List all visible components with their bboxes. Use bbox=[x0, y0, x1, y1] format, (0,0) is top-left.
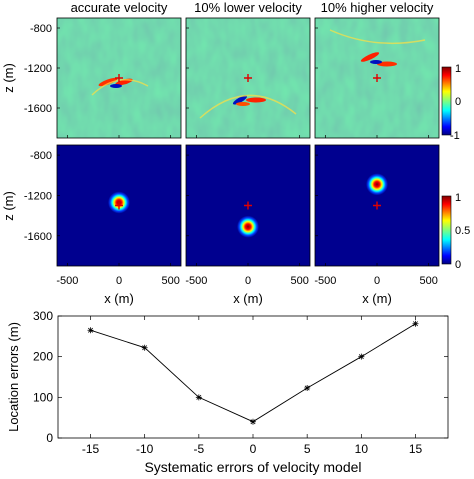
colorbar-bottom: 1 0.5 0 bbox=[441, 192, 470, 271]
colorbar-top-tick: 0 bbox=[455, 96, 461, 108]
colorbar-bottom-tick: 0 bbox=[455, 259, 461, 271]
data-point bbox=[358, 353, 365, 360]
panel-title-accurate: accurate velocity bbox=[71, 0, 168, 15]
x-tick-label: -5 bbox=[193, 442, 204, 456]
x-axis-label: x (m) bbox=[104, 291, 134, 306]
true-source-cross bbox=[373, 201, 381, 210]
x-tick-label: 10 bbox=[355, 442, 369, 456]
x-tick-label: 0 bbox=[250, 442, 257, 456]
data-point bbox=[195, 394, 202, 401]
colorbar-top-tick: -1 bbox=[450, 130, 460, 142]
x-tick-label: -10 bbox=[136, 442, 154, 456]
colorbar-bottom-tick: 0.5 bbox=[455, 225, 470, 237]
true-source-cross bbox=[115, 201, 123, 210]
wavefield-row bbox=[57, 18, 439, 138]
line-chart-plot-area bbox=[57, 315, 449, 439]
x-tick-label: 500 bbox=[419, 275, 437, 287]
x-tick-label: -15 bbox=[82, 442, 100, 456]
x-axis-label: x (m) bbox=[362, 291, 392, 306]
colorbar-bottom-tick: 1 bbox=[455, 192, 461, 204]
z-axis-label-top: z (m) bbox=[1, 63, 16, 93]
data-point bbox=[141, 344, 148, 351]
z-tick-label: -800 bbox=[30, 150, 52, 162]
z-tick-label: -800 bbox=[30, 23, 52, 35]
line-chart-xlabel: Systematic errors of velocity model bbox=[144, 459, 361, 475]
z-tick-label: -1200 bbox=[24, 190, 52, 202]
data-point bbox=[304, 384, 311, 391]
panel-title-higher: 10% higher velocity bbox=[321, 0, 434, 15]
wavefield-panel-lower bbox=[186, 18, 310, 138]
x-tick-label: -500 bbox=[185, 275, 207, 287]
colorbar-top-tick: 1 bbox=[455, 63, 461, 75]
location-peak bbox=[237, 215, 259, 238]
z-tick-label: -1200 bbox=[24, 63, 52, 75]
data-point bbox=[412, 320, 419, 327]
y-tick-label: 100 bbox=[33, 390, 53, 404]
z-tick-label: -1600 bbox=[24, 231, 52, 243]
line-chart-ylabel: Location errors (m) bbox=[6, 322, 21, 432]
x-tick-label: 5 bbox=[304, 442, 311, 456]
y-tick-label: 200 bbox=[33, 350, 53, 364]
x-tick-label: 15 bbox=[409, 442, 423, 456]
z-axis-label-middle: z (m) bbox=[1, 191, 16, 221]
true-source-cross bbox=[115, 74, 123, 82]
colorbar-top: 1 0 -1 bbox=[441, 63, 461, 142]
x-tick-label: -500 bbox=[56, 275, 78, 287]
true-source-cross bbox=[373, 74, 381, 82]
true-source-cross bbox=[244, 201, 252, 210]
x-tick-label: -500 bbox=[314, 275, 336, 287]
y-tick-label: 300 bbox=[33, 309, 53, 323]
x-tick-label: 500 bbox=[161, 275, 179, 287]
x-tick-label: 0 bbox=[245, 275, 251, 287]
location-error-chart: Location errors (m) Systematic errors of… bbox=[6, 309, 449, 475]
x-tick-label: 0 bbox=[374, 275, 380, 287]
data-point bbox=[250, 418, 256, 425]
y-tick-label: 0 bbox=[46, 431, 53, 445]
x-tick-label: 500 bbox=[290, 275, 308, 287]
location-peak bbox=[366, 173, 388, 196]
z-tick-label: -1600 bbox=[24, 103, 52, 115]
true-source-cross bbox=[244, 74, 252, 82]
x-tick-label: 0 bbox=[116, 275, 122, 287]
x-axis-label: x (m) bbox=[233, 291, 263, 306]
data-point bbox=[87, 327, 94, 334]
panel-title-lower: 10% lower velocity bbox=[194, 0, 302, 15]
